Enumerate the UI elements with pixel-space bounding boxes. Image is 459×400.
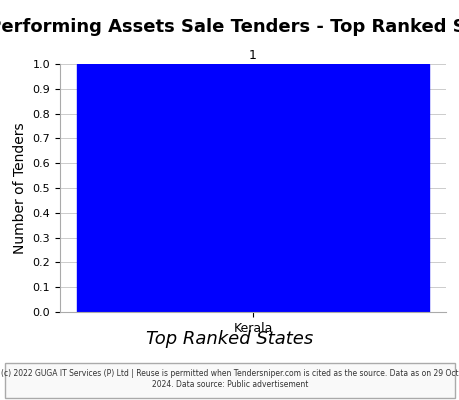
Text: 1: 1	[248, 48, 257, 62]
Text: Top Ranked States: Top Ranked States	[146, 330, 313, 348]
FancyBboxPatch shape	[5, 363, 454, 398]
Text: Non Performing Assets Sale Tenders - Top Ranked States: Non Performing Assets Sale Tenders - Top…	[0, 18, 459, 36]
Text: (c) 2022 GUGA IT Services (P) Ltd | Reuse is permitted when Tendersniper.com is : (c) 2022 GUGA IT Services (P) Ltd | Reus…	[1, 370, 458, 389]
Y-axis label: Number of Tenders: Number of Tenders	[13, 122, 27, 254]
